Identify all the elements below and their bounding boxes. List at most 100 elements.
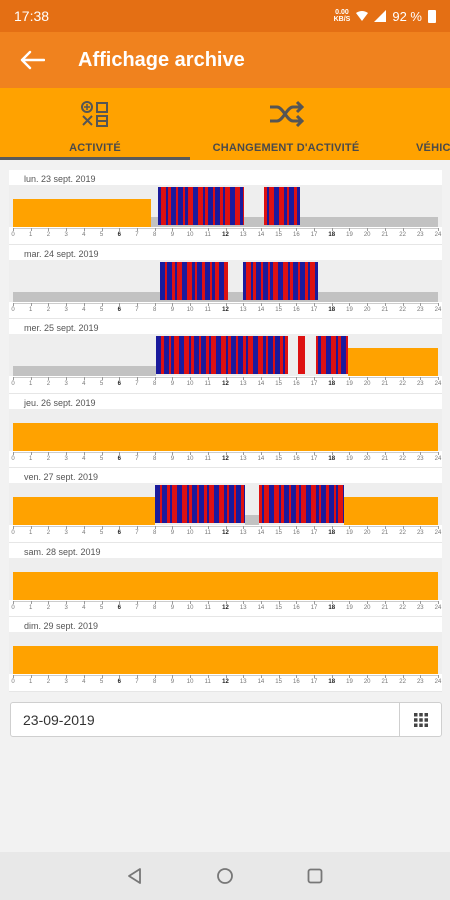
day-row-3[interactable]: jeu. 26 sept. 2019 0 1 2 3 4 5 6 7 8 9 10 11 12 13 14 1… [9,393,442,468]
activity-bar [176,485,180,523]
activity-bar [248,336,251,374]
hour-tick [402,451,404,455]
hour-tick [48,228,50,231]
hour-label: 7 [135,604,139,611]
activity-bar [208,336,212,374]
hour-tick [384,675,386,678]
hour-tick [225,526,227,529]
activity-bar [199,261,203,300]
hour-tick [349,600,351,604]
hour-label: 24 [434,679,442,685]
activity-track [13,260,438,302]
tab-vehicule-label: VÉHIC [416,142,450,154]
activity-bar [268,336,271,374]
tab-activite-label: ACTIVITÉ [69,142,121,154]
hour-tick [438,228,439,231]
triangle-back-icon[interactable] [126,867,144,885]
hour-tick [225,675,227,678]
hour-tick [136,302,138,306]
tab-activite[interactable]: ACTIVITÉ [0,88,190,160]
activity-bar [343,336,346,374]
activity-bar [318,485,322,523]
activity-bar [181,485,185,523]
system-nav-bar [0,852,450,900]
activity-bar [164,485,168,523]
hour-label: 20 [363,306,371,313]
activity-bar [204,261,208,300]
activity-bar [279,187,283,225]
activity-bar [172,485,175,523]
activity-bar [183,187,186,225]
activity-bar [297,261,301,300]
day-row-5[interactable]: sam. 28 sept. 2019 0 1 2 3 4 5 6 7 8 9 10 11 12 13 14 1… [9,542,442,617]
day-row-4[interactable]: ven. 27 sept. 2019 0 1 2 3 4 5 6 7 8 9 10 11 12 13 14 1… [9,468,442,543]
activity-bar [278,485,282,523]
activity-bar [169,485,173,523]
hour-label: 7 [135,381,139,387]
activity-bar [340,485,344,523]
hour-label: 5 [99,455,104,462]
hour-tick [136,675,138,678]
activity-bar [298,336,306,374]
day-row-0[interactable]: lun. 23 sept. 2019 0 1 2 3 4 5 6 7 8 9 10 11 12 13 14 1… [9,170,442,245]
activity-bar [189,261,193,300]
tab-changement-activite[interactable]: CHANGEMENT D'ACTIVITÉ [190,88,382,160]
hour-label: 22 [399,530,406,536]
back-button[interactable] [0,32,64,88]
activity-bar [192,187,196,225]
square-recents-icon[interactable] [306,867,324,885]
hour-tick [83,451,85,455]
activity-bar [217,187,221,225]
activity-bar [191,485,195,523]
hour-label: 22 [399,381,406,387]
date-picker-field: 23-09-2019 [10,702,442,737]
tab-vehicule[interactable]: VÉHIC [410,88,450,160]
activity-bar [305,261,308,300]
hour-tick [260,675,262,678]
hour-label: 0 [11,381,15,387]
activity-bar [234,485,237,523]
activity-bar [276,187,280,225]
activity-bar [291,187,295,225]
circle-home-icon[interactable] [216,867,234,885]
hour-label: 2 [46,232,51,238]
activity-bar [173,336,177,374]
activity-bar [286,485,290,523]
hour-label: 21 [381,306,389,313]
hour-tick [136,377,138,380]
hour-tick [83,600,85,604]
hour-label: 20 [363,679,371,685]
activity-bar [169,261,173,300]
activity-bar [263,336,266,374]
day-row-6[interactable]: dim. 29 sept. 2019 0 1 2 3 4 5 6 7 8 9 10 11 12 13 14 1… [9,617,442,692]
hour-label: 16 [292,232,300,238]
activity-bar [226,261,228,300]
activity-bar [161,336,165,374]
hour-tick [66,600,68,604]
hour-label: 0 [11,306,15,313]
hour-tick [438,526,439,529]
hour-label: 9 [170,232,175,238]
activity-bar [201,485,205,523]
hour-tick [314,600,316,604]
activity-bar [176,336,180,374]
activity-bar [266,187,270,225]
activity-bar [193,336,197,374]
activity-bar [281,485,285,523]
day-row-1[interactable]: mar. 24 sept. 2019 0 1 2 3 4 5 6 7 8 9 10 11 12 13 14 1… [9,244,442,319]
hour-tick [119,600,121,604]
day-row-2[interactable]: mer. 25 sept. 2019 0 1 2 3 4 5 6 7 8 9 10 11 12 13 14 1… [9,319,442,394]
hour-label: 0 [11,455,15,462]
date-input[interactable]: 23-09-2019 [23,711,95,728]
hour-tick [207,600,209,604]
hour-label: 13 [239,455,247,462]
hour-tick [30,228,32,231]
hour-tick [101,302,103,306]
activity-bar [243,485,246,523]
shuffle-icon [270,100,304,128]
hour-label: 15 [275,306,282,313]
hour-tick [172,451,174,455]
hour-label: 21 [381,232,389,238]
calendar-button[interactable] [399,703,441,736]
activity-bar [217,261,220,300]
